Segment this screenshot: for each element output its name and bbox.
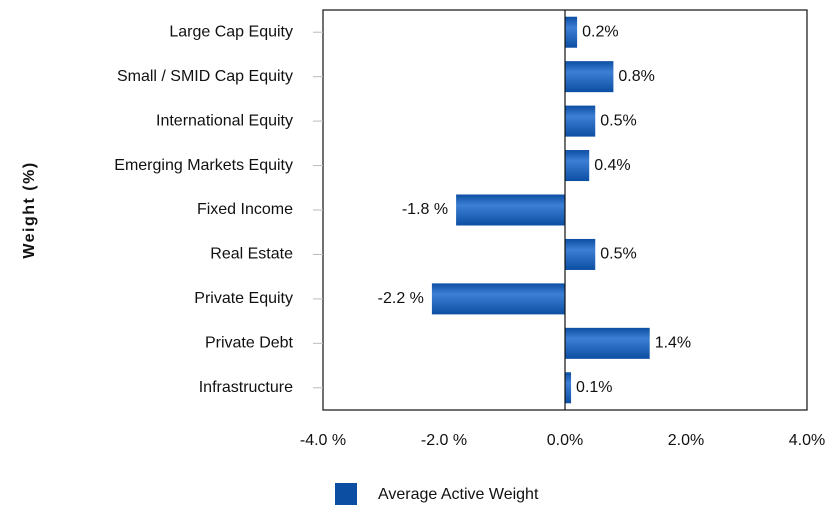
- bar: [565, 16, 578, 48]
- value-label: 0.5%: [600, 246, 636, 263]
- bar: [565, 238, 596, 270]
- x-tick-label: 2.0%: [668, 432, 704, 449]
- value-label: 0.4%: [594, 157, 630, 174]
- legend-label: Average Active Weight: [378, 486, 539, 503]
- y-tick-label: International Equity: [156, 112, 293, 129]
- value-label: 0.1%: [576, 379, 612, 396]
- bar: [565, 327, 650, 359]
- y-tick-label: Real Estate: [210, 246, 293, 263]
- value-label: 0.8%: [618, 68, 654, 85]
- bar: [456, 194, 565, 226]
- y-tick-label: Small / SMID Cap Equity: [117, 68, 293, 85]
- x-tick-label: -4.0 %: [300, 432, 346, 449]
- y-tick-label: Fixed Income: [197, 201, 293, 218]
- y-tick-label: Private Equity: [194, 290, 293, 307]
- x-tick-label: 4.0%: [789, 432, 825, 449]
- value-label: 0.5%: [600, 112, 636, 129]
- value-label: 0.2%: [582, 23, 618, 40]
- bar: [565, 372, 572, 404]
- y-tick-label: Emerging Markets Equity: [114, 157, 293, 174]
- value-label: -1.8 %: [402, 201, 448, 218]
- x-tick-label: -2.0 %: [421, 432, 467, 449]
- bar: [565, 105, 596, 137]
- y-tick-label: Large Cap Equity: [169, 23, 293, 40]
- bar: [431, 283, 565, 315]
- bar: [565, 61, 614, 93]
- value-label: -2.2 %: [378, 290, 424, 307]
- legend-swatch: [335, 483, 357, 505]
- value-label: 1.4%: [655, 335, 691, 352]
- bar: [565, 150, 590, 182]
- y-axis-label: Weight (%): [21, 161, 38, 258]
- y-tick-label: Infrastructure: [199, 379, 293, 396]
- x-tick-label: 0.0%: [547, 432, 583, 449]
- y-tick-label: Private Debt: [205, 335, 294, 352]
